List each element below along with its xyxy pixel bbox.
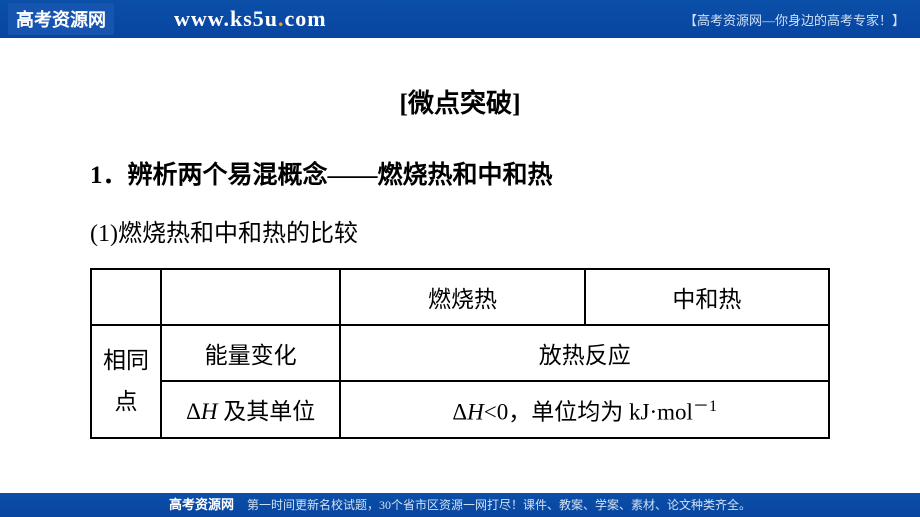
- main-content: [微点突破] 1．辨析两个易混概念——燃烧热和中和热 (1)燃烧热和中和热的比较…: [0, 38, 920, 459]
- table-row: 相同点 能量变化 放热反应: [91, 325, 829, 381]
- table-cell: 能量变化: [161, 325, 341, 381]
- table-header-row: 燃烧热 中和热: [91, 269, 829, 325]
- top-header: 高考资源网 www.ks5u.com 【高考资源网—你身边的高考专家！】: [0, 0, 920, 38]
- delta-text: Δ: [186, 399, 201, 424]
- delta-text: Δ: [452, 400, 467, 425]
- section-title: [微点突破]: [90, 83, 830, 120]
- url-www: www.: [174, 6, 230, 31]
- h-italic: H: [201, 399, 218, 424]
- table-row: ΔH 及其单位 ΔH<0，单位均为 kJ·mol－1: [91, 381, 829, 438]
- footer-text: 第一时间更新名校试题，30个省市区资源一网打尽！课件、教案、学案、素材、论文种类…: [247, 498, 751, 512]
- table-cell: ΔH 及其单位: [161, 381, 341, 438]
- url-k: k: [230, 6, 243, 31]
- table-cell: 放热反应: [340, 325, 829, 381]
- site-url: www.ks5u.com: [174, 6, 327, 32]
- header-cell-1: [91, 269, 161, 325]
- superscript: －1: [693, 398, 717, 415]
- header-cell-3: 燃烧热: [340, 269, 584, 325]
- h-italic: H: [467, 400, 484, 425]
- url-s5u: s5u: [243, 6, 278, 31]
- footer-logo: 高考资源网: [169, 497, 234, 512]
- bottom-footer: 高考资源网 第一时间更新名校试题，30个省市区资源一网打尽！课件、教案、学案、素…: [0, 493, 920, 517]
- site-logo: 高考资源网: [8, 3, 114, 35]
- logo-area: 高考资源网: [0, 3, 114, 35]
- header-cell-4: 中和热: [585, 269, 829, 325]
- table-cell: ΔH<0，单位均为 kJ·mol－1: [340, 381, 829, 438]
- unit-text: 及其单位: [217, 399, 315, 424]
- comparison-table: 燃烧热 中和热 相同点 能量变化 放热反应 ΔH 及其单位 ΔH<0，单位均为 …: [90, 268, 830, 439]
- formula-text: <0，单位均为 kJ·mol: [484, 400, 693, 425]
- main-heading: 1．辨析两个易混概念——燃烧热和中和热: [90, 155, 830, 191]
- sub-heading: (1)燃烧热和中和热的比较: [90, 213, 830, 248]
- url-com: com: [285, 6, 327, 31]
- row-label-cell: 相同点: [91, 325, 161, 438]
- header-cell-2: [161, 269, 341, 325]
- header-tagline: 【高考资源网—你身边的高考专家！】: [684, 10, 905, 29]
